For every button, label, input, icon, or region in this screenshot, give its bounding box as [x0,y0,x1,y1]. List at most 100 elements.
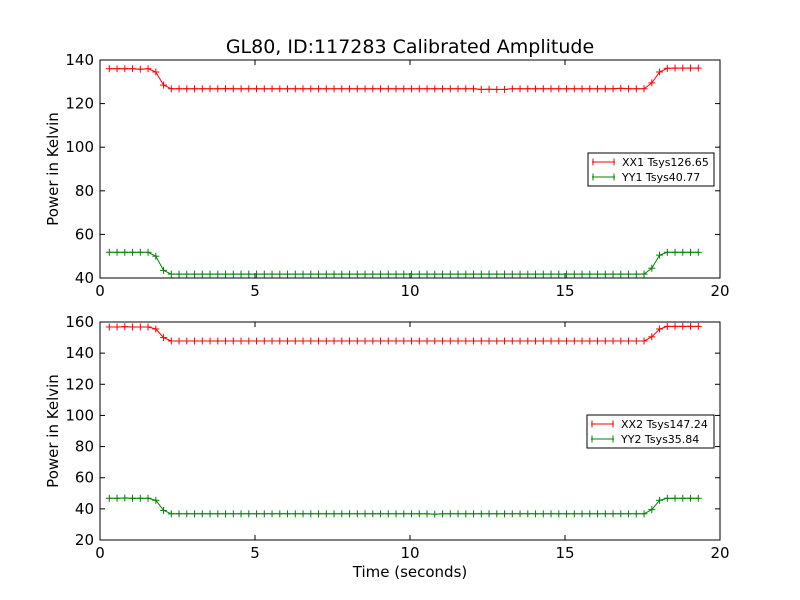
data-point [423,85,431,93]
data-point [353,85,361,93]
data-point [601,337,609,345]
data-point [462,270,470,278]
y-tick-label: 140 [65,51,94,69]
legend-entry: YY1 Tsys40.77 [592,171,700,184]
data-point [485,270,493,278]
data-point [632,85,640,93]
data-point [276,510,284,518]
data-point [570,337,578,345]
data-point [524,337,532,345]
data-point [175,270,183,278]
data-point [152,325,160,333]
y-tick-label: 80 [75,182,94,200]
data-point [206,270,214,278]
data-point [175,85,183,93]
data-point [253,337,261,345]
data-point [237,85,245,93]
data-point [183,510,191,518]
data-point [516,337,524,345]
data-point [152,496,160,504]
legend-label: YY1 Tsys40.77 [621,171,700,184]
data-point [330,337,338,345]
data-point [415,337,423,345]
data-point [493,337,501,345]
data-point [191,337,199,345]
data-point [632,510,640,518]
x-tick-label: 15 [555,282,574,300]
data-point [330,270,338,278]
data-point [439,337,447,345]
data-point [377,510,385,518]
data-point [229,337,237,345]
y-tick-label: 160 [65,313,94,331]
data-point [299,510,307,518]
data-point [268,337,276,345]
legend: XX1 Tsys126.65 YY1 Tsys40.77 [587,152,715,187]
data-point [214,510,222,518]
data-point [307,85,315,93]
data-point [291,510,299,518]
data-point [539,337,547,345]
data-point [198,270,206,278]
data-point [121,65,129,73]
data-point [322,270,330,278]
data-point [245,337,253,345]
data-point [648,79,656,87]
data-point [508,85,516,93]
data-point [229,270,237,278]
data-point [640,270,648,278]
data-point [400,510,408,518]
data-point [214,85,222,93]
data-point [229,510,237,518]
data-point [656,496,664,504]
data-point [392,270,400,278]
data-point [346,510,354,518]
data-point [284,85,292,93]
data-point [129,248,137,256]
data-point [160,266,168,274]
data-point [346,270,354,278]
data-point [555,270,563,278]
data-point [291,85,299,93]
data-point [679,248,687,256]
data-point [609,270,617,278]
data-point [353,337,361,345]
data-point [423,270,431,278]
y-axis-label: Power in Kelvin [44,374,62,488]
data-point [563,270,571,278]
data-point [167,337,175,345]
data-point [431,510,439,518]
data-point [129,494,137,502]
x-tick-label: 0 [95,544,105,562]
data-point [113,323,121,331]
data-point [539,510,547,518]
data-point [516,270,524,278]
data-point [640,85,648,93]
data-point [353,510,361,518]
data-point [408,337,416,345]
data-point [687,248,695,256]
data-point [136,65,144,73]
data-point [253,85,261,93]
data-point [663,248,671,256]
data-point [377,337,385,345]
series-yy [105,248,702,278]
data-point [191,85,199,93]
legend-label: YY2 Tsys35.84 [620,433,699,446]
data-point [392,85,400,93]
data-point [470,510,478,518]
data-point [578,85,586,93]
data-point [105,248,113,256]
data-point [570,270,578,278]
data-point [307,337,315,345]
data-point [160,81,168,89]
data-point [632,270,640,278]
data-point [508,337,516,345]
data-point [617,510,625,518]
data-point [578,510,586,518]
data-point [454,85,462,93]
data-point [493,510,501,518]
data-point [237,337,245,345]
data-point [408,85,416,93]
